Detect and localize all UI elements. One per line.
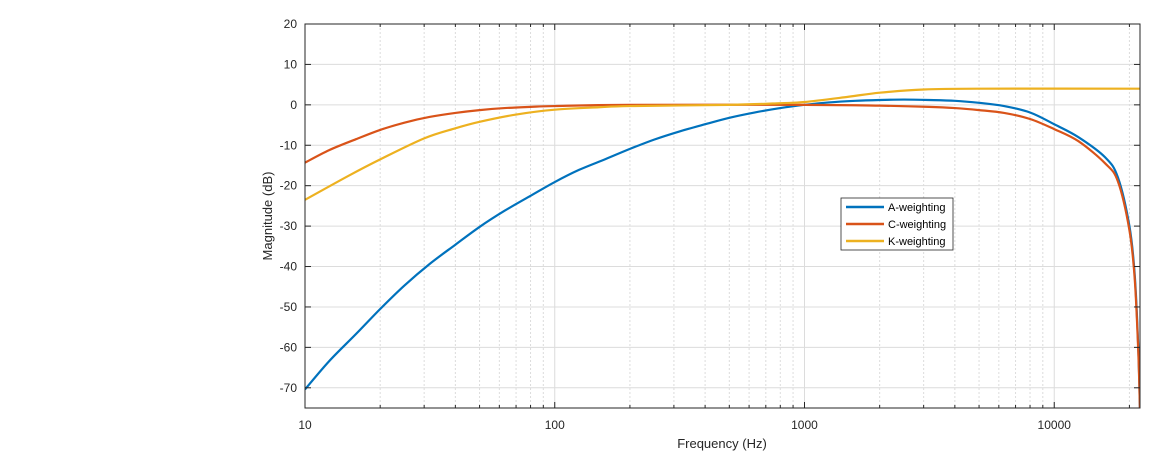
- x-tick-label: 10000: [1038, 418, 1072, 432]
- legend-label: A-weighting: [888, 202, 945, 214]
- y-tick-label: 10: [284, 57, 298, 71]
- y-tick-label: 0: [290, 98, 297, 112]
- y-tick-label: -30: [280, 219, 298, 233]
- legend-label: K-weighting: [888, 236, 945, 248]
- y-tick-label: -10: [280, 138, 298, 152]
- series-line-k-weighting: [305, 87, 1140, 201]
- axes-box: [304, 23, 1141, 409]
- y-tick-label: -60: [280, 340, 298, 354]
- series-lines: [305, 87, 1140, 408]
- y-tick-label: -70: [280, 381, 298, 395]
- y-tick-label: -50: [280, 300, 298, 314]
- y-tick-label: -40: [280, 260, 298, 274]
- series-line-a-weighting: [305, 98, 1140, 408]
- y-tick-label: -20: [280, 179, 298, 193]
- x-tick-label: 100: [545, 418, 565, 432]
- x-axis-label: Frequency (Hz): [677, 436, 767, 451]
- y-tick-label: 20: [284, 17, 298, 31]
- x-tick-label: 10: [298, 418, 312, 432]
- grid: [304, 23, 1140, 408]
- y-axis-label: Magnitude (dB): [260, 172, 275, 261]
- legend-label: C-weighting: [888, 219, 946, 231]
- x-tick-label: 1000: [791, 418, 818, 432]
- series-line-c-weighting: [305, 103, 1140, 408]
- legend: A-weighting C-weighting K-weighting: [840, 197, 954, 251]
